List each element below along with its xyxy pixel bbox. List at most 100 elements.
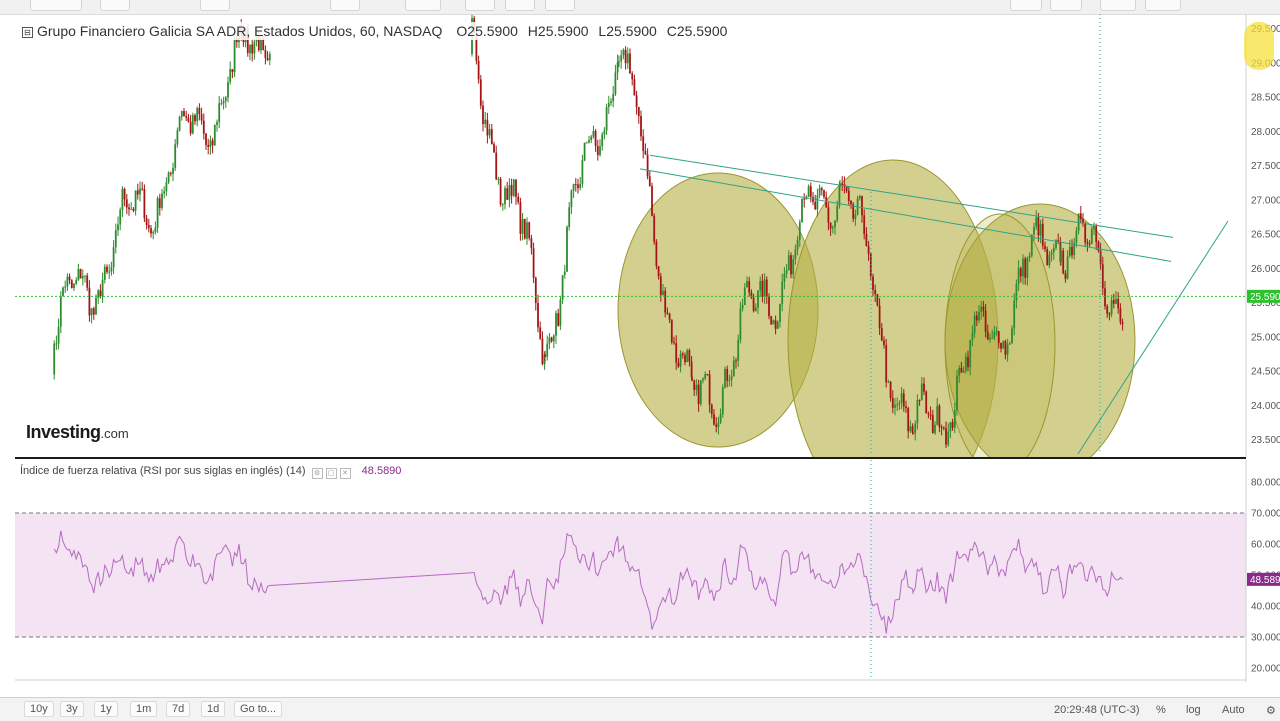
price-chart[interactable]: 29.50029.00028.50028.00027.50027.00026.5… bbox=[0, 14, 1280, 458]
candle-body bbox=[198, 107, 201, 115]
candle-body bbox=[894, 404, 896, 408]
candle-body bbox=[246, 28, 249, 54]
candle-body bbox=[803, 198, 806, 200]
candle-body bbox=[905, 406, 907, 409]
candle-body bbox=[523, 218, 526, 239]
candle-body bbox=[1022, 258, 1024, 277]
toolbar-button-fullscreen[interactable] bbox=[1145, 0, 1181, 11]
percent-toggle[interactable]: % bbox=[1156, 704, 1166, 716]
candle-body bbox=[169, 172, 172, 174]
candle-body bbox=[618, 61, 620, 63]
candle-body bbox=[927, 413, 930, 415]
candle-body bbox=[202, 120, 205, 134]
toolbar-button-indicators[interactable] bbox=[405, 0, 441, 11]
candle-body bbox=[90, 308, 93, 316]
candle-body bbox=[781, 281, 784, 304]
toolbar-button-compare[interactable] bbox=[465, 0, 495, 11]
toolbar-button-undo[interactable] bbox=[545, 0, 575, 11]
candle-body bbox=[233, 38, 236, 73]
toolbar-button-crosshair[interactable] bbox=[330, 0, 360, 11]
rsi-value-tag: 48.589 bbox=[1247, 572, 1280, 586]
candle-body bbox=[1028, 255, 1031, 258]
rsi-chart[interactable]: 80.00070.00060.00050.00040.00030.00020.0… bbox=[0, 460, 1280, 682]
period-button-10y[interactable]: 10y bbox=[24, 701, 54, 717]
candle-body bbox=[697, 384, 700, 405]
toolbar-button-symbol[interactable] bbox=[30, 0, 82, 11]
ellipse-overlay-4 bbox=[944, 213, 1056, 458]
toolbar-button-interval[interactable] bbox=[100, 0, 130, 11]
candle-body bbox=[673, 342, 675, 344]
candle-body bbox=[801, 198, 803, 223]
toolbar-button-settings[interactable] bbox=[1100, 0, 1136, 11]
candle-body bbox=[552, 335, 555, 342]
rsi-settings-icon[interactable]: ⚙ bbox=[311, 468, 323, 479]
candle-body bbox=[585, 142, 588, 144]
candle-body bbox=[1062, 250, 1065, 274]
candle-body bbox=[187, 117, 190, 122]
candle-body bbox=[646, 154, 649, 177]
toolbar-button-bars[interactable] bbox=[200, 0, 230, 11]
price-tick-label: 24.000 bbox=[1251, 401, 1280, 412]
pane-divider[interactable] bbox=[15, 457, 1246, 459]
candle-body bbox=[1101, 264, 1104, 289]
candle-body bbox=[55, 343, 58, 345]
candle-body bbox=[920, 383, 923, 401]
candle-body bbox=[86, 275, 89, 288]
goto-button[interactable]: Go to... bbox=[234, 701, 283, 717]
channel-lower-line bbox=[639, 168, 1172, 262]
trendline-overlays bbox=[639, 154, 1229, 455]
candle-body bbox=[982, 306, 985, 311]
candle-body bbox=[657, 266, 660, 277]
candle-body bbox=[670, 319, 673, 343]
candle-body bbox=[863, 215, 866, 235]
candle-body bbox=[121, 188, 124, 210]
log-toggle[interactable]: log bbox=[1186, 704, 1201, 716]
candle-body bbox=[633, 79, 636, 96]
candle-body bbox=[752, 297, 755, 311]
period-button-1m[interactable]: 1m bbox=[130, 701, 158, 717]
candle-body bbox=[854, 214, 857, 219]
rsi-close-icon[interactable]: ✕ bbox=[339, 468, 351, 479]
toolbar-button-chart-type[interactable] bbox=[505, 0, 535, 11]
candle-body bbox=[57, 326, 60, 344]
candle-body bbox=[867, 245, 870, 254]
candle-body bbox=[550, 337, 553, 342]
candle-body bbox=[495, 152, 498, 180]
candle-body bbox=[77, 269, 80, 280]
candle-body bbox=[501, 204, 504, 206]
candle-body bbox=[876, 294, 879, 306]
gear-icon[interactable]: ⚙ bbox=[1266, 705, 1276, 717]
toolbar-button-camera[interactable] bbox=[1010, 0, 1042, 11]
candle-body bbox=[761, 280, 764, 297]
candle-body bbox=[1084, 222, 1087, 243]
candle-body bbox=[768, 296, 770, 317]
candle-body bbox=[1073, 242, 1076, 256]
logo-suffix: .com bbox=[100, 426, 129, 441]
candle-body bbox=[841, 184, 844, 186]
rsi-tick-label: 40.000 bbox=[1251, 602, 1280, 613]
period-button-3y[interactable]: 3y bbox=[60, 701, 84, 717]
candle-body bbox=[1060, 250, 1062, 262]
toolbar-button-save[interactable] bbox=[1050, 0, 1082, 11]
period-button-1d[interactable]: 1d bbox=[201, 701, 226, 717]
period-button-1y[interactable]: 1y bbox=[94, 701, 118, 717]
candle-body bbox=[262, 39, 265, 51]
rsi-format-icon[interactable]: ▢ bbox=[325, 468, 337, 479]
price-tick-label: 23.500 bbox=[1251, 435, 1280, 446]
candle-body bbox=[626, 53, 629, 64]
price-tick-label: 28.500 bbox=[1251, 93, 1280, 104]
period-button-7d[interactable]: 7d bbox=[166, 701, 191, 717]
candle-body bbox=[986, 331, 989, 340]
candle-body bbox=[84, 275, 86, 277]
candle-body bbox=[1033, 226, 1035, 235]
candle-body bbox=[557, 313, 560, 326]
candle-body bbox=[53, 343, 56, 375]
auto-toggle[interactable]: Auto bbox=[1222, 704, 1245, 716]
price-tick-label: 26.000 bbox=[1251, 264, 1280, 275]
candle-body bbox=[883, 340, 885, 345]
candle-body bbox=[975, 315, 978, 321]
candle-body bbox=[101, 279, 104, 297]
candle-body bbox=[493, 144, 495, 153]
candle-body bbox=[1050, 252, 1053, 256]
collapse-icon[interactable]: ⊟ bbox=[22, 27, 33, 38]
